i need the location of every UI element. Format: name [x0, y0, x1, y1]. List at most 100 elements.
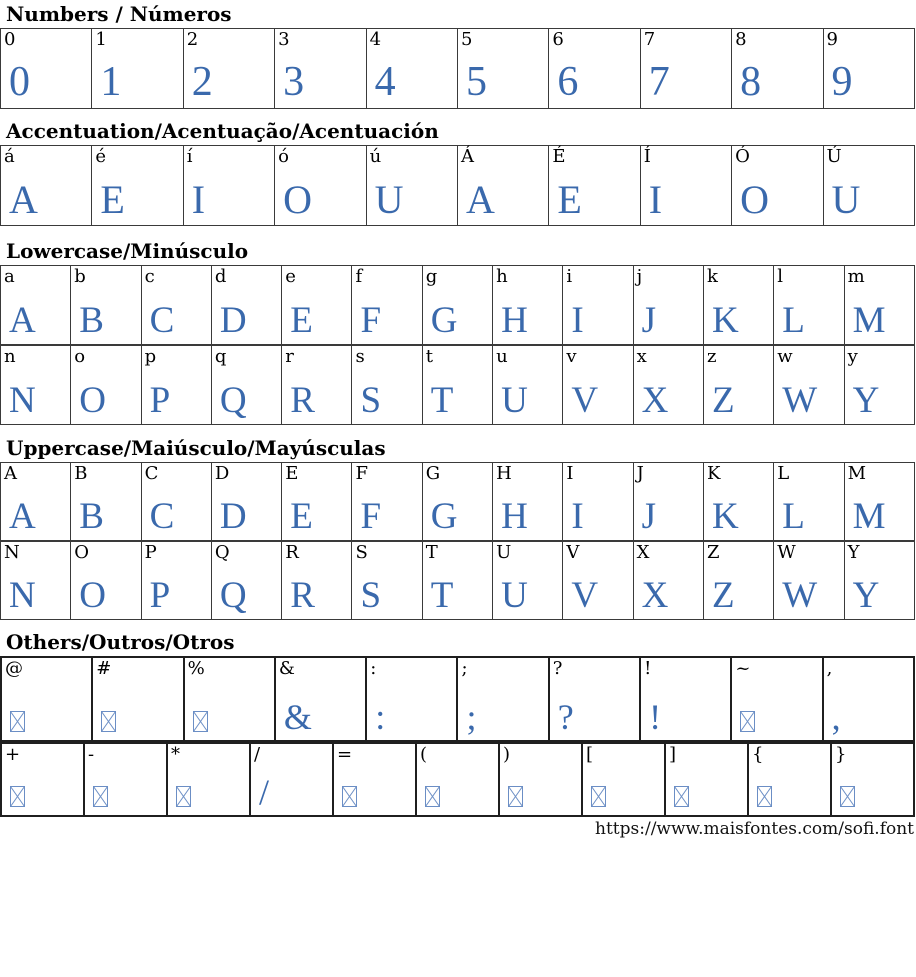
cell-font-glyph: E — [290, 300, 313, 341]
cell-char-label: = — [337, 744, 353, 765]
glyph-cell: / / — [249, 742, 334, 817]
cell-char-label: é — [95, 146, 107, 167]
cell-font-glyph: J — [641, 496, 657, 537]
cell-font-glyph: L — [782, 496, 805, 537]
glyph-cell: ?? — [547, 656, 642, 742]
cell-font-glyph: O — [283, 177, 313, 222]
cell-font-glyph: 0 — [9, 59, 30, 105]
cell-font-glyph: J — [641, 300, 657, 341]
glyph-cell: ,, — [821, 656, 916, 742]
cell-font-glyph: 4 — [374, 59, 396, 105]
glyph-cell: :: — [365, 656, 459, 742]
cell-char-label: 2 — [186, 29, 199, 50]
cell-char-label: Y — [847, 542, 860, 563]
cell-font-glyph: Y — [852, 575, 880, 616]
missing-glyph-icon — [591, 786, 606, 807]
cell-font-glyph: E — [290, 496, 313, 537]
cell-char-label: k — [706, 266, 718, 287]
cell-font-glyph: T — [430, 575, 454, 616]
cell-font-glyph: 3 — [283, 59, 305, 105]
cell-font-glyph: B — [79, 300, 104, 341]
glyph-cell: * — [166, 742, 251, 817]
cell-char-label: j — [636, 266, 643, 287]
cell-char-label: Á — [460, 146, 474, 167]
cell-font-glyph: 2 — [191, 59, 213, 105]
cell-char-label: m — [847, 266, 865, 287]
cell-char-label: , — [826, 658, 833, 679]
cell-char-label: u — [496, 346, 508, 367]
cell-char-label: b — [74, 266, 86, 287]
missing-glyph-icon — [425, 786, 440, 807]
cell-font-glyph: T — [430, 380, 454, 421]
cell-char-label: l — [777, 266, 784, 287]
cell-font-glyph: O — [79, 575, 107, 616]
cell-char-label: X — [636, 542, 650, 563]
cell-char-label: ] — [669, 744, 677, 765]
cell-font-glyph: U — [374, 177, 404, 222]
cell-font-glyph: / — [259, 772, 270, 812]
cell-font-glyph: G — [430, 496, 458, 537]
cell-char-label: R — [285, 542, 299, 563]
cell-char-label: G — [425, 463, 441, 484]
section-title-accentuation: Accentuation/Acentuação/Acentuación — [6, 119, 439, 143]
cell-char-label: r — [285, 346, 294, 367]
cell-char-label: } — [835, 744, 847, 765]
cell-font-glyph: U — [501, 380, 528, 421]
cell-char-label: Ó — [735, 146, 750, 167]
cell-font-glyph: C — [149, 496, 175, 537]
section-title-uppercase: Uppercase/Maiúsculo/Mayúsculas — [6, 436, 386, 460]
cell-char-label: @ — [5, 658, 23, 679]
table-row: @ #% & &::;;??!! ~,, — [0, 656, 916, 742]
cell-char-label: í — [186, 146, 193, 167]
cell-font-glyph: Q — [219, 575, 247, 616]
cell-char-label: o — [74, 346, 86, 367]
cell-font-glyph: O — [740, 177, 770, 222]
cell-char-label: 0 — [4, 29, 16, 50]
cell-font-glyph: R — [290, 380, 315, 421]
section-title-others: Others/Outros/Otros — [6, 630, 235, 654]
missing-glyph-icon — [740, 711, 756, 732]
cell-char-label: + — [5, 744, 21, 765]
cell-font-glyph: D — [219, 496, 247, 537]
cell-font-glyph: V — [571, 575, 599, 616]
cell-font-glyph: Y — [852, 380, 880, 421]
cell-font-glyph: 9 — [831, 59, 853, 105]
cell-char-label: ? — [552, 658, 563, 679]
cell-char-label: K — [706, 463, 721, 484]
cell-char-label: D — [214, 463, 230, 484]
cell-char-label: P — [144, 542, 157, 563]
missing-glyph-icon — [342, 786, 357, 807]
